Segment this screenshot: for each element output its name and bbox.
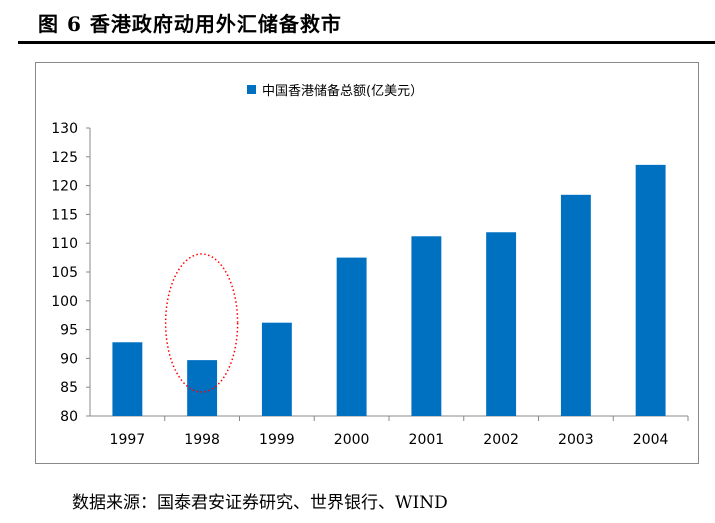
bar-2002 <box>486 232 517 416</box>
bar-1998 <box>187 360 218 416</box>
y-tick-label: 90 <box>60 351 78 367</box>
y-tick-label: 120 <box>51 179 78 195</box>
x-tick-label: 2000 <box>334 432 370 448</box>
y-tick-label: 110 <box>51 236 78 252</box>
source-note: 数据来源：国泰君安证券研究、世界银行、WIND <box>72 493 448 513</box>
bar-1997 <box>112 342 143 416</box>
bar-1999 <box>261 322 292 416</box>
bar-2004 <box>635 164 666 416</box>
bar-2001 <box>411 236 442 416</box>
bar-2003 <box>560 194 591 416</box>
y-tick-label: 80 <box>60 409 78 425</box>
chart-frame <box>35 62 699 464</box>
figure-title: 图 6 香港政府动用外汇储备救市 <box>38 12 342 36</box>
y-tick-label: 105 <box>51 265 78 281</box>
x-tick-label: 2001 <box>409 432 445 448</box>
x-tick-label: 1998 <box>184 432 220 448</box>
highlight-ellipse <box>164 253 239 393</box>
x-tick-label: 2002 <box>483 432 519 448</box>
x-tick-label: 2003 <box>558 432 594 448</box>
y-tick-label: 95 <box>60 323 78 339</box>
y-tick-label: 115 <box>51 207 78 223</box>
legend-label: 中国香港储备总额(亿美元） <box>262 83 423 99</box>
y-tick-label: 85 <box>60 380 78 396</box>
y-tick-label: 125 <box>51 150 78 166</box>
legend-swatch <box>247 85 256 94</box>
x-tick-label: 1997 <box>110 432 146 448</box>
x-tick-label: 2004 <box>633 432 669 448</box>
title-rule <box>18 41 715 44</box>
bar-2000 <box>336 257 367 416</box>
y-tick-label: 130 <box>51 121 78 137</box>
x-tick-label: 1999 <box>259 432 295 448</box>
y-tick-label: 100 <box>51 294 78 310</box>
